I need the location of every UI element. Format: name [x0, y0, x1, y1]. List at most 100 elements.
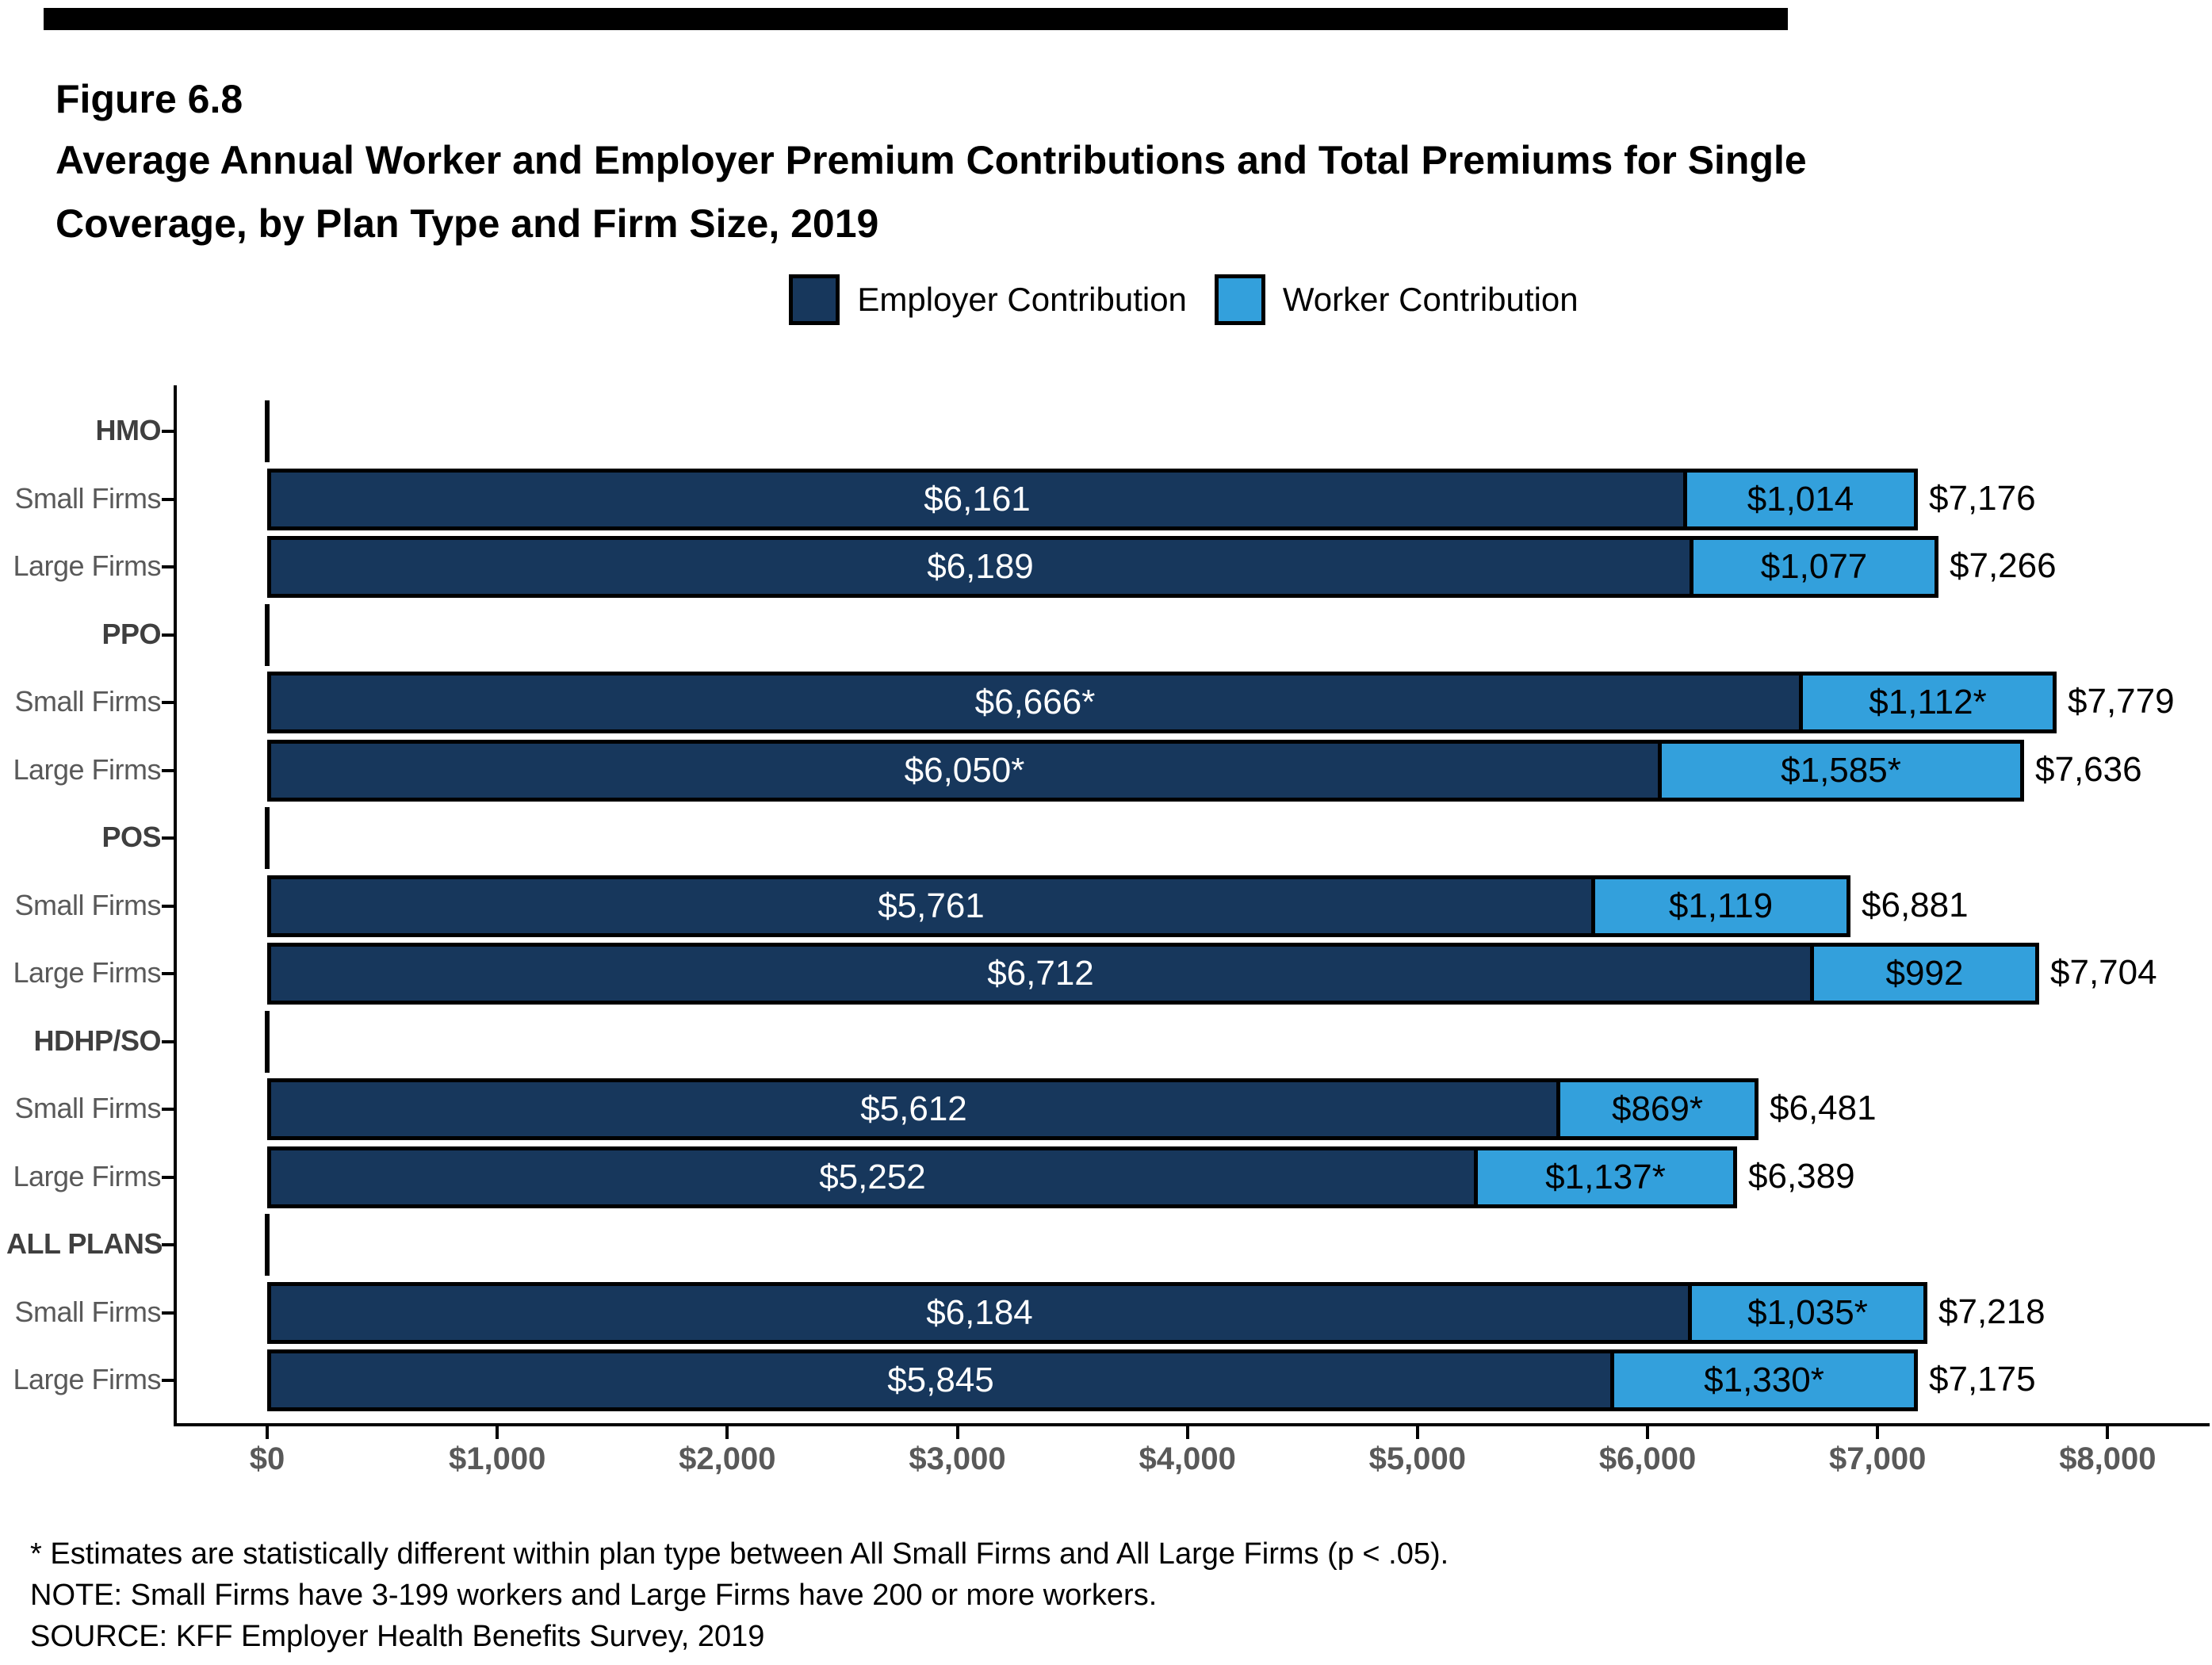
employer-value-label: $6,184 — [926, 1292, 1033, 1332]
employer-contribution-segment: $5,761 — [271, 878, 1591, 933]
legend: Employer Contribution Worker Contributio… — [155, 274, 2212, 325]
total-premium-label: $6,881 — [1862, 885, 1969, 924]
y-axis-tick — [162, 701, 174, 704]
total-premium-label: $6,389 — [1748, 1156, 1855, 1196]
employer-contribution-segment: $5,612 — [271, 1082, 1556, 1136]
chart-title: Average Annual Worker and Employer Premi… — [55, 128, 1807, 255]
x-axis-tick-label: $1,000 — [448, 1441, 546, 1476]
total-premium-label: $7,266 — [1950, 546, 2057, 585]
employer-value-label: $6,050* — [904, 750, 1025, 790]
y-axis-tick — [162, 1108, 174, 1111]
x-axis-tick-label: $4,000 — [1139, 1441, 1236, 1476]
y-axis-tick — [162, 1379, 174, 1382]
x-axis-tick — [2106, 1425, 2110, 1439]
chart-title-line1: Average Annual Worker and Employer Premi… — [55, 138, 1807, 182]
y-axis-line — [174, 385, 177, 1426]
employer-contribution-segment: $6,161 — [271, 472, 1683, 526]
employer-contribution-segment: $5,845 — [271, 1353, 1610, 1407]
worker-value-label: $1,014 — [1747, 479, 1854, 519]
worker-contribution-segment: $1,585* — [1658, 743, 2020, 798]
employer-value-label: $5,252 — [819, 1157, 926, 1196]
employer-swatch-icon — [789, 274, 840, 325]
y-axis-tick — [162, 430, 174, 433]
worker-value-label: $869* — [1611, 1089, 1703, 1128]
footnote-source: SOURCE: KFF Employer Health Benefits Sur… — [30, 1620, 765, 1653]
total-premium-label: $7,636 — [2035, 749, 2142, 789]
employer-contribution-segment: $6,189 — [271, 540, 1690, 594]
worker-contribution-segment: $1,035* — [1688, 1285, 1923, 1340]
employer-contribution-segment: $6,712 — [271, 947, 1810, 1001]
employer-value-label: $5,612 — [860, 1089, 967, 1128]
row-label-firm-size: Small Firms — [14, 685, 162, 718]
total-premium-label: $7,175 — [1929, 1360, 2036, 1399]
y-axis-tick — [162, 836, 174, 840]
worker-contribution-segment: $1,119 — [1591, 878, 1847, 933]
worker-value-label: $1,585* — [1781, 750, 1901, 790]
worker-value-label: $1,137* — [1545, 1157, 1666, 1196]
row-label-firm-size: Large Firms — [13, 956, 161, 989]
zero-value-bar — [265, 400, 270, 462]
x-axis-tick-label: $7,000 — [1829, 1441, 1927, 1476]
x-axis-tick — [1876, 1425, 1880, 1439]
footnote-note: NOTE: Small Firms have 3-199 workers and… — [30, 1579, 1158, 1612]
y-axis-tick — [162, 904, 174, 908]
stacked-bar: $6,184 $1,035* — [267, 1281, 1927, 1344]
stacked-bar: $6,050* $1,585* — [267, 739, 2024, 802]
worker-value-label: $1,112* — [1869, 683, 1987, 722]
figure-number: Figure 6.8 — [55, 77, 243, 121]
worker-value-label: $1,330* — [1704, 1361, 1824, 1399]
worker-swatch-icon — [1214, 274, 1265, 325]
worker-contribution-segment: $992 — [1810, 947, 2035, 1001]
stacked-bar: $6,712 $992 — [267, 943, 2039, 1005]
legend-item-employer: Employer Contribution — [789, 274, 1187, 325]
x-axis-tick — [266, 1425, 269, 1439]
row-label-firm-size: Small Firms — [14, 1295, 162, 1328]
row-label-plan-type: POS — [101, 821, 161, 853]
y-axis-tick — [162, 497, 174, 501]
y-axis-tick — [162, 1243, 174, 1246]
row-label-firm-size: Large Firms — [13, 1363, 161, 1395]
row-label-plan-type: HMO — [95, 414, 162, 446]
employer-contribution-segment: $5,252 — [271, 1150, 1474, 1204]
footnote-asterisk: * Estimates are statistically different … — [30, 1537, 1449, 1571]
row-label-firm-size: Small Firms — [14, 1092, 162, 1124]
x-axis-tick-label: $2,000 — [679, 1441, 776, 1476]
zero-value-bar — [265, 1010, 270, 1073]
stacked-bar: $6,666* $1,112* — [267, 672, 2057, 733]
employer-value-label: $5,761 — [878, 886, 985, 925]
employer-contribution-segment: $6,666* — [271, 676, 1799, 729]
x-axis-tick — [496, 1425, 499, 1439]
employer-value-label: $5,845 — [887, 1361, 994, 1399]
zero-value-bar — [265, 1214, 270, 1276]
stacked-bar: $6,189 $1,077 — [267, 536, 1938, 598]
worker-value-label: $992 — [1885, 954, 1964, 993]
y-axis-tick — [162, 972, 174, 975]
x-axis-tick — [1415, 1425, 1419, 1439]
employer-value-label: $6,712 — [987, 954, 1094, 993]
total-premium-label: $7,704 — [2050, 953, 2157, 992]
footnotes: * Estimates are statistically different … — [30, 1533, 1449, 1657]
y-axis-tick — [162, 768, 174, 772]
row-label-plan-type: HDHP/SO — [33, 1024, 161, 1057]
employer-contribution-segment: $6,050* — [271, 743, 1658, 798]
worker-value-label: $1,077 — [1760, 547, 1868, 586]
total-premium-label: $7,779 — [2068, 682, 2175, 721]
legend-label-worker: Worker Contribution — [1282, 281, 1579, 318]
stacked-bar: $5,845 $1,330* — [267, 1349, 1918, 1411]
employer-value-label: $6,161 — [924, 479, 1031, 519]
x-axis-tick-label: $8,000 — [2059, 1441, 2157, 1476]
row-label-firm-size: Large Firms — [13, 752, 161, 786]
employer-value-label: $6,666* — [974, 683, 1096, 722]
legend-label-employer: Employer Contribution — [857, 281, 1187, 318]
legend-item-worker: Worker Contribution — [1214, 274, 1579, 325]
worker-contribution-segment: $1,112* — [1799, 676, 2053, 729]
y-axis-tick — [162, 1311, 174, 1315]
row-label-firm-size: Large Firms — [13, 1159, 161, 1192]
row-label-firm-size: Large Firms — [13, 549, 161, 582]
x-axis-tick-label: $5,000 — [1368, 1441, 1467, 1476]
x-axis-tick — [955, 1425, 959, 1439]
row-label-firm-size: Small Firms — [14, 481, 162, 515]
x-axis-tick-label: $3,000 — [909, 1441, 1006, 1476]
y-axis-tick — [162, 565, 174, 568]
